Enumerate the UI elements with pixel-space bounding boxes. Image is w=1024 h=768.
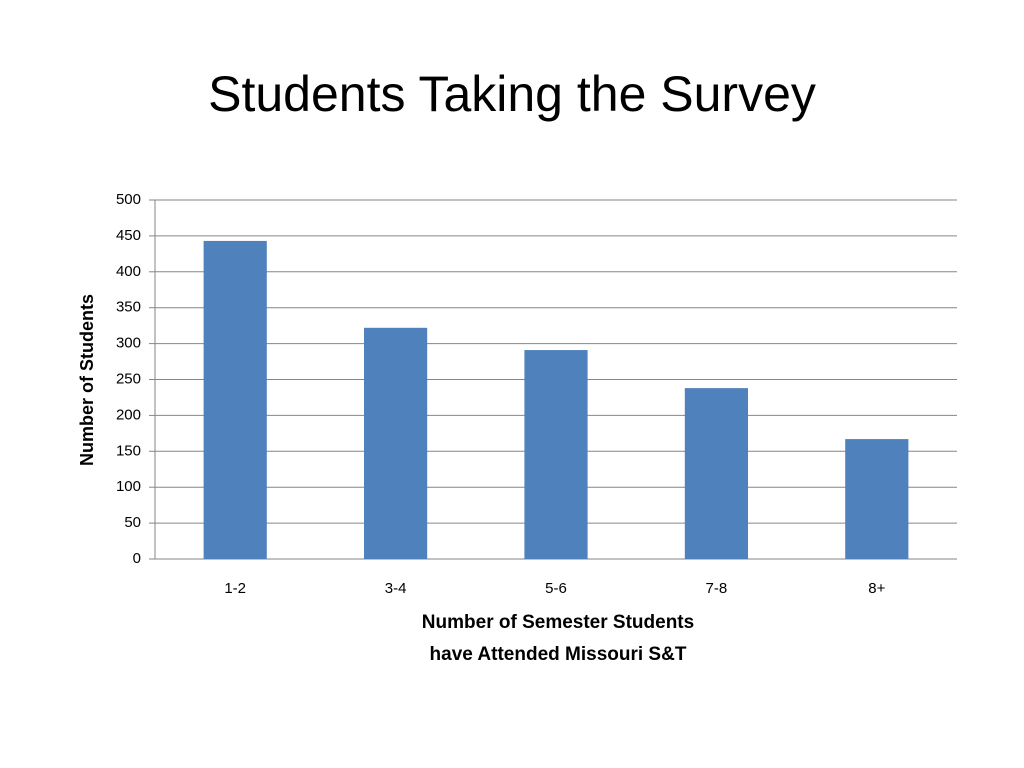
bar bbox=[364, 327, 428, 559]
x-axis-title: have Attended Missouri S&T bbox=[430, 644, 687, 665]
y-tick-label: 0 bbox=[133, 550, 141, 567]
x-tick-label: 1-2 bbox=[224, 580, 246, 597]
x-tick-label: 3-4 bbox=[385, 580, 407, 597]
y-tick-label: 300 bbox=[116, 335, 141, 352]
y-tick-label: 200 bbox=[116, 406, 141, 423]
y-tick-label: 50 bbox=[124, 514, 141, 531]
x-tick-label: 8+ bbox=[868, 580, 885, 597]
y-tick-label: 350 bbox=[116, 299, 141, 316]
bar bbox=[524, 350, 588, 559]
y-tick-label: 250 bbox=[116, 370, 141, 387]
chart-title: Students Taking the Survey bbox=[208, 66, 816, 122]
y-tick-label: 100 bbox=[116, 478, 141, 495]
y-tick-label: 500 bbox=[116, 191, 141, 208]
x-tick-label: 7-8 bbox=[706, 580, 728, 597]
y-tick-label: 400 bbox=[116, 263, 141, 280]
bar bbox=[684, 388, 748, 559]
y-axis-title: Number of Students bbox=[77, 294, 97, 466]
y-tick-label: 450 bbox=[116, 227, 141, 244]
bar bbox=[203, 240, 267, 559]
x-axis-title: Number of Semester Students bbox=[422, 612, 694, 633]
bar bbox=[845, 439, 909, 559]
x-tick-label: 5-6 bbox=[545, 580, 567, 597]
y-tick-label: 150 bbox=[116, 442, 141, 459]
